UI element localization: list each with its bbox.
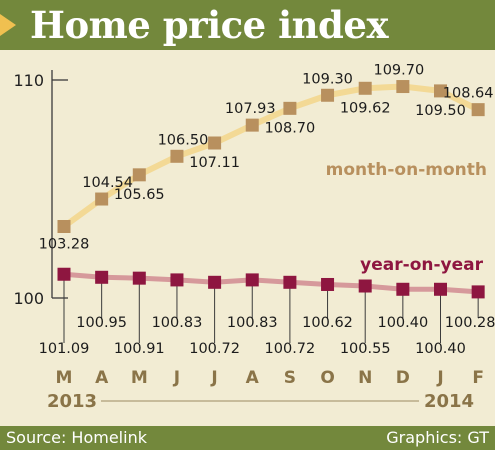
mom-data-label: 109.62 [340,100,391,116]
yoy-data-label: 100.72 [265,341,316,357]
x-tick-label: J [436,368,443,388]
x-tick-label: M [56,368,73,388]
x-tick-label: F [472,368,484,388]
yoy-point [283,275,297,289]
x-tick-label: D [396,368,410,388]
mom-data-label: 103.28 [39,236,90,252]
mom-point [358,81,372,95]
x-tick-label: A [95,368,109,388]
mom-data-label: 106.50 [158,132,209,148]
mom-data-label: 104.54 [82,175,133,191]
yoy-data-label: 100.83 [227,315,278,331]
mom-data-label: 107.11 [189,155,240,171]
yoy-data-label: 100.28 [445,315,495,331]
mom-point [283,101,297,115]
mom-data-label: 108.70 [265,120,316,136]
mom-legend-label: month-on-month [326,160,487,180]
title-arrow-icon [0,14,16,36]
year-label-2013: 2013 [47,391,97,412]
mom-point [321,88,335,102]
x-tick-label: J [210,368,217,388]
yoy-point [358,279,372,293]
yoy-point [57,267,71,281]
mom-data-label: 109.70 [373,63,424,79]
yoy-point [396,282,410,296]
yoy-data-label: 100.83 [152,315,203,331]
yoy-point [434,282,447,296]
x-tick-label: N [358,368,372,388]
yoy-series-line [63,271,479,295]
mom-point [57,219,71,233]
y-tick-label: 110 [13,71,44,90]
yoy-data-label: 100.91 [114,341,165,357]
yoy-point [245,273,259,287]
mom-point [95,192,109,206]
footer-bar: Source: Homelink Graphics: GT [0,426,495,450]
mom-point [471,103,485,117]
mom-data-label: 107.93 [225,101,276,117]
x-tick-label: S [284,368,296,388]
mom-point [132,168,146,182]
mom-point [208,136,222,150]
mom-point [434,84,447,98]
mom-point [396,80,410,94]
year-label-2014: 2014 [424,391,474,412]
yoy-legend-label: year-on-year [360,255,483,275]
yoy-point [132,271,146,285]
yoy-data-label: 100.62 [302,315,353,331]
x-tick-label: A [246,368,260,388]
x-tick-label: J [173,368,180,388]
yoy-data-label: 100.40 [415,341,466,357]
chart-title: Home price index [30,3,389,47]
mom-data-label: 109.50 [415,103,466,119]
yoy-point [471,285,485,299]
yoy-data-label: 100.72 [189,341,240,357]
y-tick-label: 100 [13,289,44,308]
mom-point [170,149,184,163]
mom-data-label: 105.65 [114,187,165,203]
yoy-data-label: 100.95 [76,315,127,331]
title-bar: Home price index [0,0,495,50]
yoy-data-label: 100.55 [340,341,391,357]
x-tick-label: M [131,368,148,388]
yoy-point [95,270,109,284]
graphics-credit: Graphics: GT [386,428,489,447]
yoy-data-label: 101.09 [39,341,90,357]
mom-data-label: 108.64 [443,86,494,102]
x-tick-label: O [320,368,334,388]
mom-point [245,118,259,132]
yoy-point [208,275,222,289]
mom-data-label: 109.30 [302,71,353,87]
source-note: Source: Homelink [6,428,147,447]
yoy-point [321,277,335,291]
yoy-data-label: 100.40 [377,315,428,331]
yoy-point [170,273,184,287]
